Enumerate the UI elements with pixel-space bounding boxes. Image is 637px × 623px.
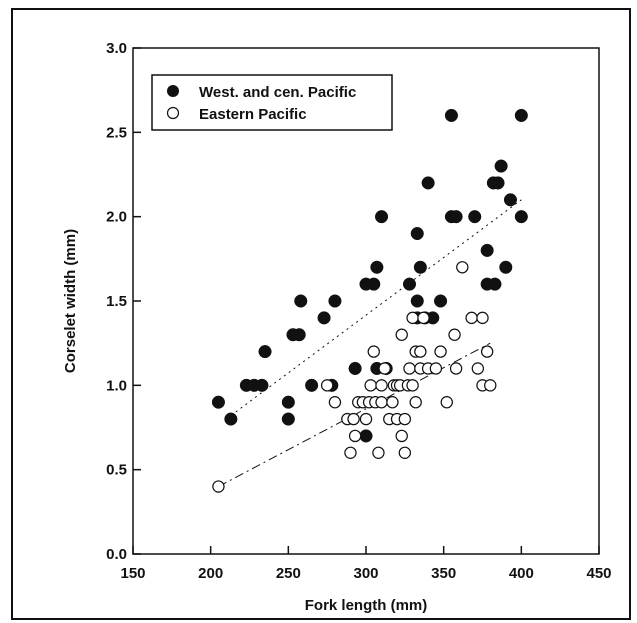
x-tick-label: 250 bbox=[276, 565, 301, 582]
y-axis-ticks: 0.0 0.5 1.0 1.5 2.0 2.5 3.0 bbox=[106, 40, 141, 563]
x-tick-label: 150 bbox=[120, 565, 145, 582]
legend: West. and cen. Pacific Eastern Pacific bbox=[151, 74, 393, 131]
data-point-west-central-pacific bbox=[444, 108, 458, 123]
data-point-west-central-pacific bbox=[503, 193, 518, 207]
data-point-west-central-pacific bbox=[224, 412, 238, 426]
y-axis-title: Corselet width (mm) bbox=[62, 229, 79, 373]
data-point-west-central-pacific bbox=[305, 378, 319, 392]
x-tick-label: 350 bbox=[431, 565, 456, 582]
data-point-eastern-pacific bbox=[406, 311, 419, 325]
data-point-west-central-pacific bbox=[328, 294, 342, 308]
data-point-eastern-pacific bbox=[480, 345, 494, 358]
data-point-west-central-pacific bbox=[491, 176, 505, 190]
legend-marker-filled bbox=[167, 85, 179, 97]
data-point-eastern-pacific bbox=[409, 396, 422, 409]
data-point-eastern-pacific bbox=[328, 396, 342, 409]
x-tick-label: 400 bbox=[509, 565, 534, 582]
data-point-eastern-pacific bbox=[348, 429, 362, 443]
data-point-eastern-pacific bbox=[449, 362, 463, 375]
data-point-eastern-pacific bbox=[364, 379, 377, 392]
data-point-eastern-pacific bbox=[398, 446, 412, 459]
data-point-west-central-pacific bbox=[317, 311, 331, 325]
data-point-west-central-pacific bbox=[468, 210, 482, 224]
data-point-eastern-pacific bbox=[476, 311, 489, 325]
data-point-eastern-pacific bbox=[367, 345, 380, 358]
y-tick-label: 0.0 bbox=[106, 546, 127, 563]
y-tick-label: 1.5 bbox=[106, 293, 127, 310]
data-point-west-central-pacific bbox=[494, 159, 508, 173]
data-point-eastern-pacific bbox=[395, 429, 408, 443]
data-point-eastern-pacific bbox=[403, 362, 416, 375]
data-point-west-central-pacific bbox=[421, 176, 435, 190]
trendline-west-central-pacific bbox=[225, 199, 522, 420]
legend-label-west: West. and cen. Pacific bbox=[199, 84, 356, 101]
data-point-west-central-pacific bbox=[488, 277, 502, 291]
data-point-eastern-pacific bbox=[434, 345, 447, 358]
data-point-west-central-pacific bbox=[499, 260, 513, 274]
data-point-west-central-pacific bbox=[514, 108, 528, 123]
data-point-eastern-pacific bbox=[398, 412, 412, 426]
data-point-eastern-pacific bbox=[344, 446, 357, 459]
data-point-west-central-pacific bbox=[480, 243, 494, 257]
legend-marker-open bbox=[166, 106, 180, 120]
legend-box bbox=[151, 74, 393, 131]
data-point-west-central-pacific bbox=[367, 277, 381, 291]
data-point-eastern-pacific bbox=[378, 362, 391, 375]
data-point-eastern-pacific bbox=[465, 311, 478, 325]
y-tick-label: 0.5 bbox=[106, 462, 127, 479]
data-point-west-central-pacific bbox=[292, 328, 306, 342]
trend-lines bbox=[218, 199, 522, 487]
x-tick-label: 450 bbox=[586, 565, 611, 582]
data-point-eastern-pacific bbox=[212, 480, 225, 493]
data-point-eastern-pacific bbox=[406, 379, 419, 392]
y-tick-label: 3.0 bbox=[106, 40, 127, 57]
data-point-west-central-pacific bbox=[255, 378, 269, 392]
data-point-west-central-pacific bbox=[348, 361, 362, 376]
data-point-eastern-pacific bbox=[429, 362, 443, 375]
data-point-west-central-pacific bbox=[410, 294, 424, 308]
data-point-west-central-pacific bbox=[374, 210, 389, 224]
figure-frame: 0.0 0.5 1.0 1.5 2.0 2.5 3.0 150 200 250 300 350 400… bbox=[11, 8, 631, 620]
data-point-eastern-pacific bbox=[375, 379, 388, 392]
data-point-eastern-pacific bbox=[414, 345, 427, 358]
data-point-west-central-pacific bbox=[281, 412, 295, 426]
data-point-eastern-pacific bbox=[448, 328, 461, 341]
y-tick-label: 2.5 bbox=[106, 124, 127, 141]
x-tick-label: 200 bbox=[198, 565, 223, 582]
data-point-eastern-pacific bbox=[320, 379, 334, 392]
scatter-chart: 0.0 0.5 1.0 1.5 2.0 2.5 3.0 150 200 250 300 350 400… bbox=[62, 40, 612, 614]
x-axis-title: Fork length (mm) bbox=[305, 597, 428, 614]
y-tick-label: 2.0 bbox=[106, 209, 127, 226]
data-point-eastern-pacific bbox=[359, 412, 373, 426]
data-point-eastern-pacific bbox=[440, 396, 453, 409]
data-point-eastern-pacific bbox=[386, 396, 399, 409]
data-point-west-central-pacific bbox=[211, 395, 225, 409]
data-point-west-central-pacific bbox=[434, 294, 448, 308]
data-point-eastern-pacific bbox=[372, 446, 385, 459]
data-point-eastern-pacific bbox=[417, 311, 430, 325]
data-point-west-central-pacific bbox=[402, 277, 417, 291]
data-point-west-central-pacific bbox=[410, 226, 424, 241]
data-point-west-central-pacific bbox=[370, 260, 384, 274]
data-point-west-central-pacific bbox=[281, 395, 295, 409]
data-point-west-central-pacific bbox=[294, 294, 308, 308]
y-tick-label: 1.0 bbox=[106, 377, 127, 394]
data-point-eastern-pacific bbox=[471, 362, 485, 375]
data-points bbox=[211, 108, 528, 493]
data-point-west-central-pacific bbox=[449, 210, 463, 224]
data-point-eastern-pacific bbox=[395, 328, 408, 341]
x-axis-ticks: 150 200 250 300 350 400 450 bbox=[120, 546, 612, 582]
data-point-eastern-pacific bbox=[347, 412, 360, 426]
data-point-eastern-pacific bbox=[375, 396, 388, 409]
data-point-eastern-pacific bbox=[456, 261, 469, 274]
x-tick-label: 300 bbox=[353, 565, 378, 582]
data-point-west-central-pacific bbox=[514, 210, 528, 224]
legend-label-east: Eastern Pacific bbox=[199, 106, 307, 123]
data-point-west-central-pacific bbox=[413, 260, 427, 274]
data-point-west-central-pacific bbox=[258, 345, 272, 359]
data-point-eastern-pacific bbox=[484, 379, 497, 392]
data-point-west-central-pacific bbox=[359, 429, 373, 443]
